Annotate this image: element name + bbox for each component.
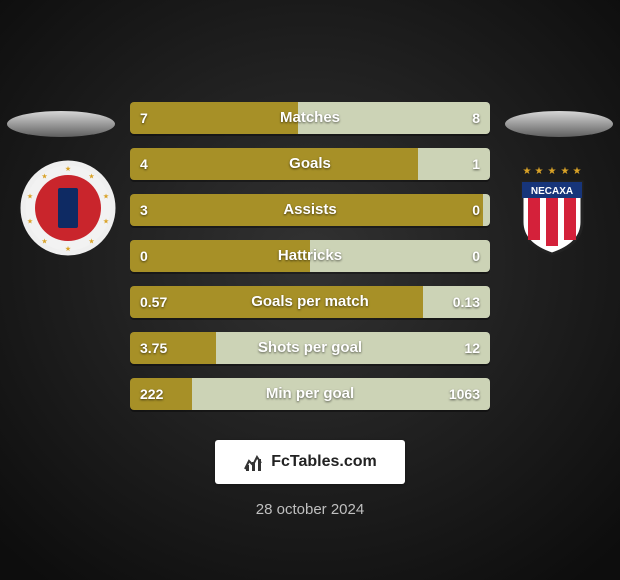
stat-bar-right [310, 240, 490, 272]
stat-bar-right [192, 378, 490, 410]
crest-right: ★★★★★ NECAXA [502, 158, 602, 258]
stat-bar-left [130, 286, 423, 318]
svg-text:★: ★ [573, 166, 582, 177]
stat-bar-left [130, 102, 298, 134]
stat-bar-right [423, 286, 490, 318]
stat-bar-left [130, 332, 216, 364]
stat-bar-left [130, 378, 192, 410]
svg-text:★: ★ [523, 166, 532, 177]
stat-bars: Matches78 Goals41 Assists30 Hattricks00 Goal… [130, 102, 490, 424]
comparison-stage: ★★★★★★★★★★ ★★★★★ NECAXA Matches78Goals41… [0, 102, 620, 422]
stat-row: Goals41 [130, 148, 490, 180]
crest-left: ★ ★ ★ ★ ★ ★ ★ ★ ★ ★ [18, 158, 118, 258]
svg-text:★: ★ [88, 173, 94, 181]
stat-bar-right [418, 148, 490, 180]
stat-bar-left [130, 240, 310, 272]
svg-text:★: ★ [65, 245, 71, 253]
svg-text:★: ★ [27, 193, 33, 201]
stat-row: Matches78 [130, 102, 490, 134]
stat-row: Assists30 [130, 194, 490, 226]
stat-bar-right [483, 194, 490, 226]
crest-right-text: NECAXA [531, 186, 573, 197]
stat-row: Hattricks00 [130, 240, 490, 272]
spotlight-right [504, 110, 614, 138]
svg-text:★: ★ [65, 165, 71, 173]
svg-text:★: ★ [535, 166, 544, 177]
stat-bar-left [130, 194, 483, 226]
spotlight-left [6, 110, 116, 138]
watermark: FcTables.com [215, 440, 405, 484]
chart-icon [243, 451, 265, 473]
stat-row: Min per goal2221063 [130, 378, 490, 410]
svg-text:★: ★ [27, 217, 33, 225]
stat-bar-left [130, 148, 418, 180]
svg-text:★: ★ [88, 237, 94, 245]
svg-text:★: ★ [41, 237, 47, 245]
stat-row: Goals per match0.570.13 [130, 286, 490, 318]
watermark-text: FcTables.com [271, 453, 377, 471]
stat-bar-right [216, 332, 490, 364]
stat-row: Shots per goal3.7512 [130, 332, 490, 364]
svg-text:★: ★ [103, 193, 109, 201]
date-label: 28 october 2024 [256, 501, 364, 518]
stat-bar-right [298, 102, 490, 134]
svg-text:★: ★ [103, 217, 109, 225]
svg-text:★: ★ [41, 173, 47, 181]
svg-text:★: ★ [561, 166, 570, 177]
svg-text:★: ★ [548, 166, 557, 177]
